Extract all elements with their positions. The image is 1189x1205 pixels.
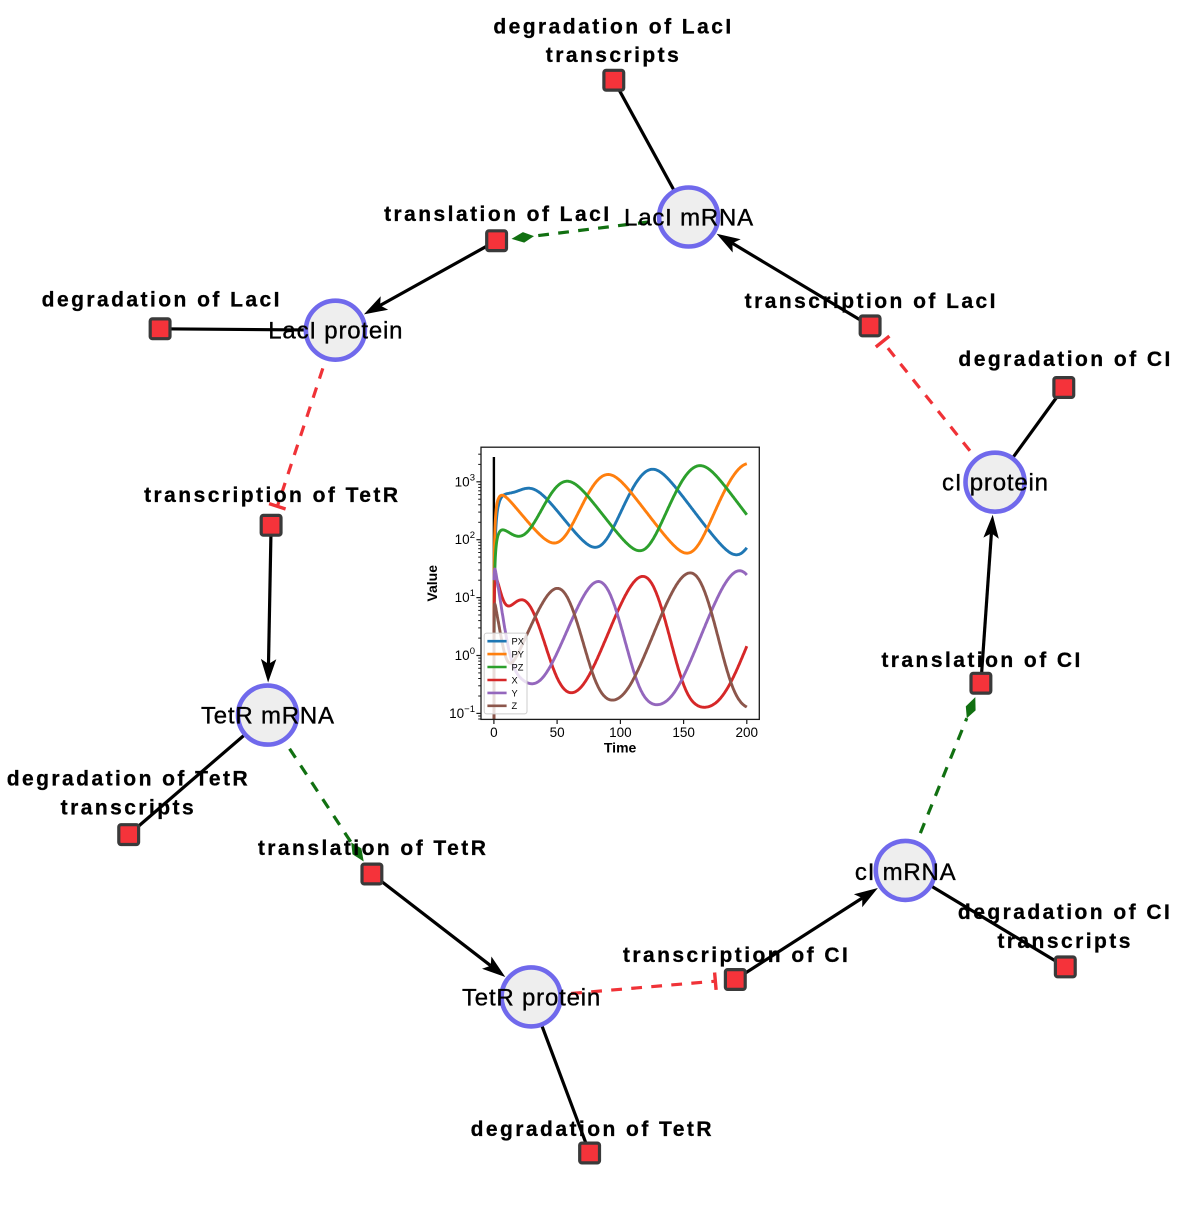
- svg-text:degradation of TetR: degradation of TetR: [471, 1118, 714, 1141]
- svg-text:translation of CI: translation of CI: [881, 649, 1083, 672]
- svg-text:TetR mRNA: TetR mRNA: [201, 703, 335, 730]
- svg-text:Value: Value: [424, 565, 440, 602]
- svg-text:transcripts: transcripts: [546, 44, 682, 67]
- svg-text:TetR protein: TetR protein: [462, 984, 601, 1011]
- svg-text:translation of LacI: translation of LacI: [384, 203, 611, 226]
- svg-text:degradation of CI: degradation of CI: [958, 348, 1172, 371]
- svg-text:PZ: PZ: [512, 662, 524, 672]
- svg-text:150: 150: [672, 725, 695, 740]
- svg-text:Time: Time: [604, 740, 637, 756]
- svg-text:50: 50: [550, 725, 565, 740]
- svg-text:100: 100: [609, 725, 632, 740]
- svg-text:transcription of CI: transcription of CI: [623, 944, 850, 967]
- svg-text:cI protein: cI protein: [942, 470, 1049, 497]
- svg-text:degradation of LacI: degradation of LacI: [493, 15, 733, 38]
- svg-text:transcription of LacI: transcription of LacI: [745, 290, 998, 313]
- svg-text:degradation of LacI: degradation of LacI: [42, 289, 282, 312]
- svg-text:PX: PX: [512, 637, 524, 647]
- svg-text:PY: PY: [512, 650, 524, 660]
- svg-text:transcription of TetR: transcription of TetR: [144, 484, 400, 507]
- svg-text:LacI mRNA: LacI mRNA: [624, 205, 754, 232]
- svg-text:cI mRNA: cI mRNA: [855, 859, 957, 886]
- svg-text:degradation of TetR: degradation of TetR: [7, 768, 250, 791]
- svg-text:translation of TetR: translation of TetR: [258, 837, 489, 860]
- svg-text:degradation of CI: degradation of CI: [958, 901, 1172, 924]
- svg-text:200: 200: [736, 725, 759, 740]
- svg-text:Y: Y: [512, 688, 518, 698]
- svg-text:transcripts: transcripts: [61, 797, 197, 820]
- svg-text:transcripts: transcripts: [997, 930, 1133, 953]
- svg-text:LacI protein: LacI protein: [268, 318, 403, 345]
- svg-text:X: X: [512, 675, 518, 685]
- svg-text:0: 0: [490, 725, 498, 740]
- svg-text:Z: Z: [512, 701, 518, 711]
